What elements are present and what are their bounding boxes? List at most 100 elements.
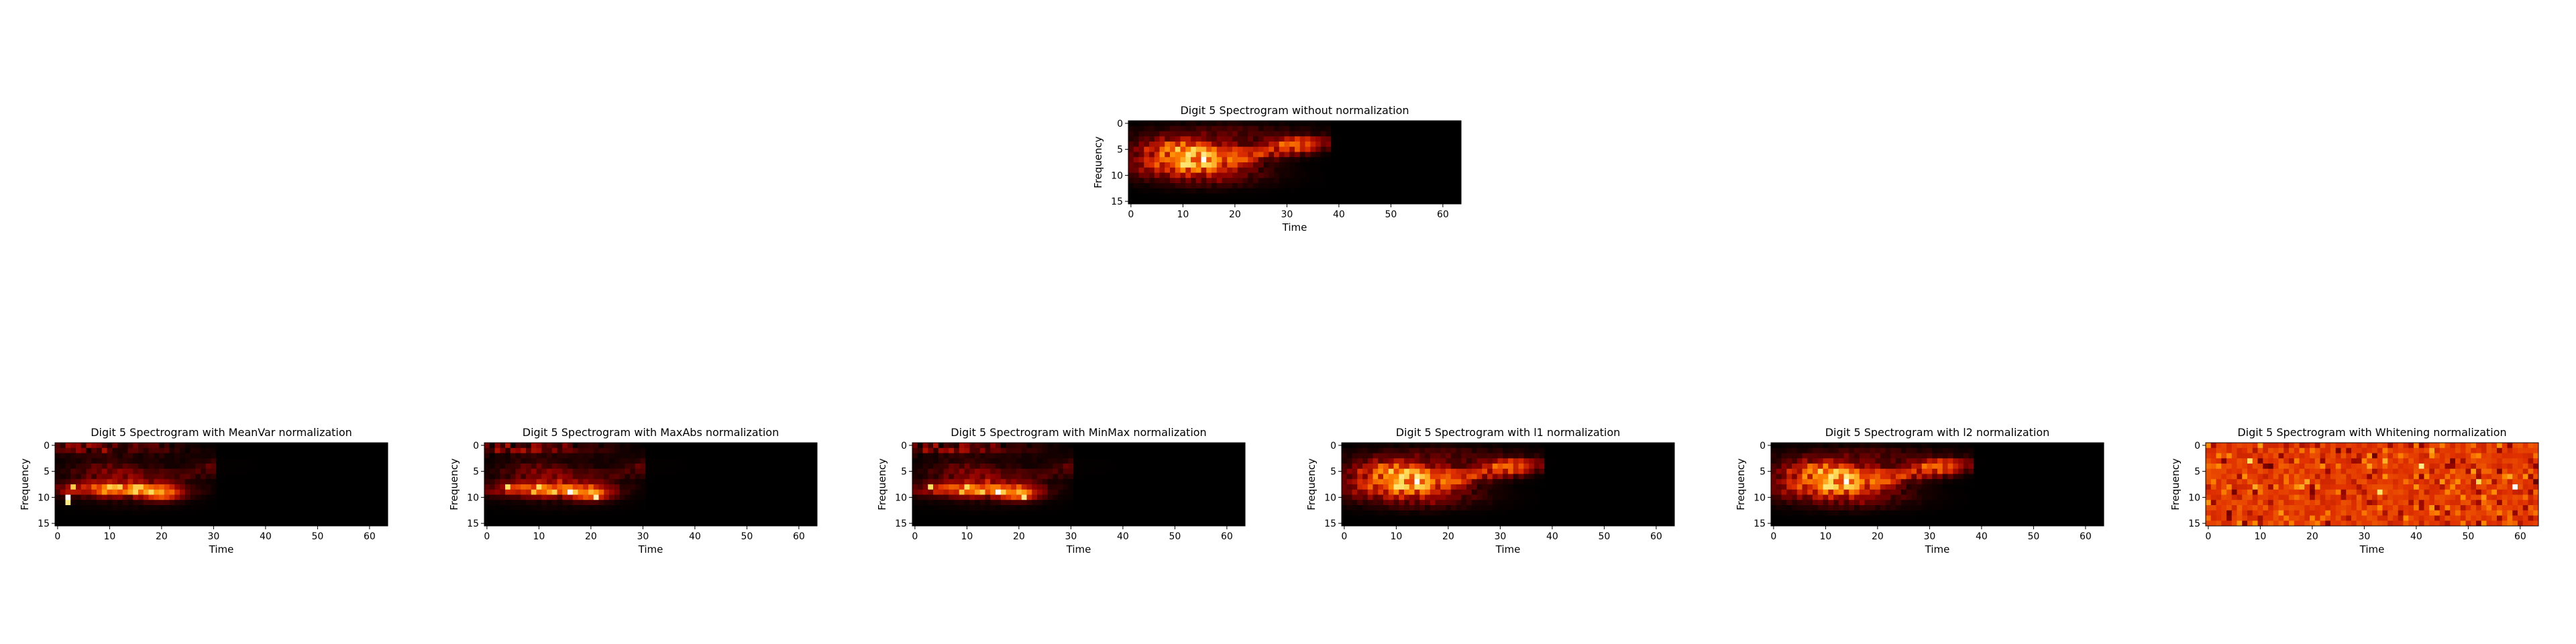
heatmap-cell [1654, 447, 1660, 453]
heatmap-cell [1198, 464, 1204, 470]
heatmap-cell [127, 447, 133, 453]
heatmap-cell [1263, 167, 1269, 173]
heatmap-cell [1419, 453, 1426, 459]
heatmap-cell [1373, 167, 1379, 173]
heatmap-cell [372, 474, 378, 480]
heatmap-cell [1523, 489, 1529, 495]
heatmap-cell [154, 447, 160, 453]
heatmap-cell [55, 505, 61, 511]
heatmap-cell [205, 468, 211, 474]
heatmap-cell [55, 479, 61, 485]
heatmap-cell [572, 447, 578, 453]
heatmap-cell [536, 474, 542, 480]
heatmap-cell [112, 458, 118, 464]
heatmap-cell [1191, 152, 1197, 158]
heatmap-cell [309, 453, 315, 459]
heatmap-cell [510, 479, 516, 485]
heatmap-cell [1409, 131, 1415, 137]
heatmap-cell [1341, 157, 1347, 163]
heatmap-cell [494, 484, 500, 490]
heatmap-cell [1110, 505, 1116, 511]
heatmap-cell [1198, 510, 1204, 516]
heatmap-cell [1316, 178, 1322, 184]
heatmap-cell [588, 474, 594, 480]
heatmap-cell [1336, 183, 1342, 189]
heatmap-cell [325, 443, 331, 449]
heatmap-cell [1237, 172, 1243, 178]
heatmap-cell [1403, 131, 1409, 137]
heatmap-cell [739, 494, 745, 500]
heatmap-cell [583, 464, 589, 470]
heatmap-cell [749, 515, 755, 521]
heatmap-cell [305, 468, 311, 474]
heatmap-cell [1513, 474, 1519, 480]
heatmap-cell [1378, 188, 1384, 194]
heatmap-cell [500, 505, 506, 511]
heatmap-cell [1011, 484, 1017, 490]
heatmap-cell [1224, 458, 1230, 464]
heatmap-cell [614, 479, 620, 485]
heatmap-cell [112, 453, 118, 459]
heatmap-cell [382, 453, 388, 459]
heatmap-cell [536, 515, 542, 521]
heatmap-cell [718, 505, 724, 511]
heatmap-cell [237, 453, 243, 459]
heatmap-cell [1167, 494, 1173, 500]
heatmap-cell [1316, 167, 1322, 173]
heatmap-cell [127, 515, 133, 521]
heatmap-cell [1367, 479, 1373, 485]
heatmap-cell [143, 510, 149, 516]
heatmap-cell [1450, 183, 1456, 189]
heatmap-cell [917, 494, 923, 500]
heatmap-cell [640, 521, 646, 527]
heatmap-cell [796, 484, 802, 490]
heatmap-cell [1487, 464, 1493, 470]
heatmap-cell [216, 510, 222, 516]
heatmap-cell [1378, 167, 1384, 173]
heatmap-cell [996, 500, 1002, 506]
heatmap-cell [1133, 172, 1139, 178]
heatmap-cell [1006, 464, 1012, 470]
heatmap-cell [531, 515, 537, 521]
heatmap-cell [1383, 474, 1389, 480]
heatmap-cell [1550, 458, 1556, 464]
heatmap-cell [1047, 521, 1053, 527]
heatmap-cell [1352, 468, 1358, 474]
heatmap-cell [1154, 188, 1160, 194]
heatmap-cell [1591, 458, 1597, 464]
heatmap-cell [1461, 474, 1467, 480]
heatmap-cell [1042, 453, 1048, 459]
heatmap-cell [1456, 183, 1462, 189]
heatmap-cell [1638, 479, 1644, 485]
heatmap-cell [604, 515, 610, 521]
heatmap-cell [729, 494, 735, 500]
heatmap-cell [299, 464, 305, 470]
heatmap-cell [1310, 193, 1316, 199]
heatmap-cell [60, 464, 66, 470]
heatmap-cell [372, 494, 378, 500]
heatmap-cell [723, 468, 729, 474]
heatmap-cell [1529, 479, 1535, 485]
heatmap-cell [645, 458, 651, 464]
heatmap-cell [1219, 484, 1225, 490]
heatmap-cell [510, 474, 516, 480]
heatmap-cell [1079, 443, 1085, 449]
heatmap-cell [1222, 142, 1228, 148]
heatmap-cell [1409, 468, 1415, 474]
heatmap-cell [1162, 500, 1168, 506]
heatmap-cell [1094, 510, 1100, 516]
heatmap-cell [1144, 162, 1150, 168]
heatmap-cell [625, 443, 631, 449]
heatmap-cell [1157, 453, 1163, 459]
heatmap-cell [531, 453, 537, 459]
heatmap-cell [278, 443, 284, 449]
heatmap-cell [1011, 447, 1017, 453]
heatmap-cell [697, 464, 703, 470]
heatmap-cell [1591, 453, 1597, 459]
heatmap-cell [278, 468, 284, 474]
heatmap-cell [1138, 142, 1144, 148]
heatmap-cell [541, 510, 547, 516]
heatmap-cell [1466, 443, 1472, 449]
heatmap-cell [1544, 464, 1550, 470]
heatmap-cell [1149, 131, 1155, 137]
